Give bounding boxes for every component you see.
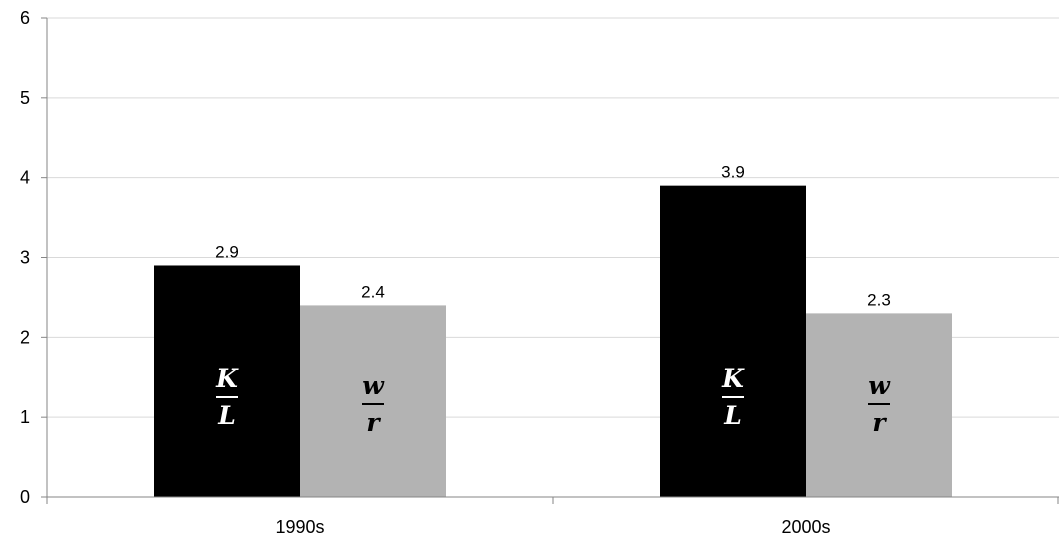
data-labels: 2.9 2.4 3.9 2.3 [215, 163, 891, 310]
fraction-denominator-1990s-1: r [366, 408, 381, 437]
y-tick-label-5: 5 [20, 88, 30, 108]
data-label-1990s-0: 2.9 [215, 242, 239, 261]
fraction-numerator-1990s-1: w [362, 371, 385, 400]
y-tick-labels: 0 1 2 3 4 5 6 [20, 8, 30, 507]
category-labels: 1990s 2000s [275, 517, 830, 537]
y-tick-label-6: 6 [20, 8, 30, 28]
y-tick-label-3: 3 [20, 248, 30, 268]
fraction-numerator-1990s-0: K [215, 364, 239, 393]
y-tick-label-4: 4 [20, 168, 30, 188]
fraction-numerator-2000s-1: w [868, 371, 891, 400]
y-tick-label-1: 1 [20, 407, 30, 427]
bars [154, 185, 952, 497]
y-tick-label-2: 2 [20, 327, 30, 347]
bar-2000s-0 [660, 185, 806, 497]
fraction-denominator-2000s-0: L [723, 401, 742, 430]
data-label-1990s-1: 2.4 [361, 282, 385, 301]
bar-1990s-1 [300, 305, 446, 497]
y-tick-label-0: 0 [20, 487, 30, 507]
data-label-2000s-0: 3.9 [721, 163, 745, 182]
axes [41, 17, 1059, 504]
category-label-1990s: 1990s [275, 517, 324, 537]
bar-2000s-1 [806, 313, 952, 497]
fraction-denominator-1990s-0: L [217, 401, 236, 430]
bar-1990s-0 [154, 265, 300, 497]
category-label-2000s: 2000s [781, 517, 830, 537]
data-label-2000s-1: 2.3 [867, 290, 891, 309]
fraction-denominator-2000s-1: r [872, 408, 887, 437]
fraction-numerator-2000s-0: K [721, 364, 745, 393]
